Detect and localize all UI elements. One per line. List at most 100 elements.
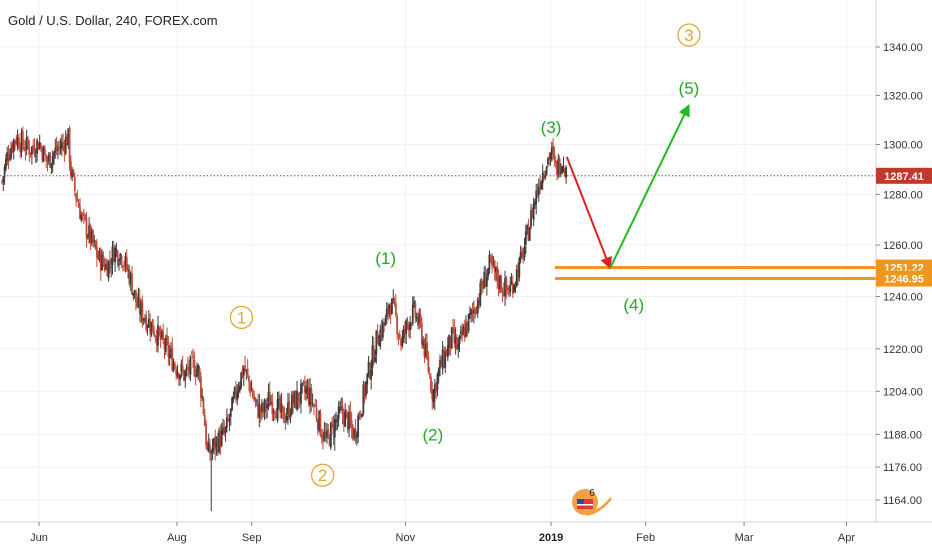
idea-badge[interactable]: 6 [572, 488, 612, 516]
candle-body [315, 408, 318, 420]
candle-body [97, 255, 100, 260]
candle-body [138, 297, 141, 315]
candle-body [215, 438, 218, 448]
candle-body [8, 157, 11, 160]
green-projection-arrow [609, 104, 690, 269]
candle-body [23, 146, 25, 151]
candle-body [414, 302, 417, 318]
candle-body [237, 389, 240, 393]
candle-body [66, 136, 68, 146]
candle-body [53, 152, 55, 157]
candle-body [250, 390, 253, 392]
y-tick-label: 1204.00 [883, 386, 923, 398]
candle-body [339, 408, 341, 410]
candle-body [162, 332, 165, 341]
candle-body [102, 256, 105, 264]
candle-body [344, 410, 347, 427]
candle-body [488, 254, 491, 270]
candle-body [487, 268, 490, 277]
y-tick-label: 1240.00 [883, 292, 923, 304]
candle-body [528, 227, 531, 241]
candle-body [233, 387, 236, 396]
candle-body [484, 274, 487, 287]
x-tick-label: Sep [242, 532, 262, 544]
candle-body [6, 152, 9, 161]
candle-body [384, 317, 387, 326]
candle-body [493, 260, 496, 272]
candle-body [380, 327, 383, 337]
candle-body [160, 331, 163, 338]
candle-body [94, 241, 97, 249]
candle-body [354, 428, 357, 440]
candle-body [54, 147, 57, 153]
candle-body [202, 397, 205, 414]
candle-body [355, 434, 358, 438]
candle-body [544, 175, 547, 178]
candle-body [289, 414, 292, 418]
candle-body [2, 176, 5, 183]
candle-body [467, 314, 470, 331]
candle-body [508, 292, 510, 295]
candle-body [540, 181, 543, 190]
candle-body [72, 169, 75, 176]
candle-body [227, 418, 230, 421]
candle-body [406, 320, 409, 324]
candle-body [398, 334, 401, 338]
candle-body [554, 160, 557, 164]
candle-body [294, 390, 297, 409]
candle-body [157, 325, 159, 346]
candle-body [45, 154, 48, 161]
candle-body [218, 430, 220, 453]
candle-body [491, 256, 493, 266]
candle-body [547, 158, 549, 165]
y-tick-label: 1340.00 [883, 42, 923, 54]
candle-body [77, 202, 80, 208]
candle-body [164, 338, 167, 352]
x-tick-label: Feb [636, 532, 655, 544]
candle-body [458, 335, 461, 345]
candle-body [526, 225, 529, 231]
candle-body [385, 308, 388, 317]
candle-body [469, 312, 471, 315]
candle-body [271, 401, 274, 415]
candle-body [196, 369, 198, 377]
candle-body [142, 318, 145, 321]
candle-body [254, 397, 257, 401]
candle-body [42, 147, 45, 162]
candle-body [297, 392, 300, 403]
candle-body [422, 341, 425, 346]
candle-body [277, 399, 280, 401]
candle-body [404, 329, 406, 333]
candle-body [541, 172, 544, 184]
candle-body [405, 320, 408, 334]
candle-body [501, 291, 504, 293]
candle-body [563, 168, 566, 176]
candle-body [522, 250, 525, 260]
candle-body [111, 246, 114, 266]
candle-body [388, 304, 391, 314]
candle-body [337, 406, 340, 420]
candle-body [316, 419, 319, 430]
candle-body [67, 128, 70, 146]
candle-body [43, 149, 46, 155]
candle-body [509, 284, 512, 293]
candle-body [411, 304, 414, 324]
candle-body [251, 390, 254, 398]
candle-body [517, 270, 519, 279]
candle-body [47, 154, 50, 162]
candle-body [121, 265, 124, 268]
candle-body [75, 193, 77, 200]
red-projection-arrow [565, 156, 612, 270]
candle-body [192, 355, 194, 359]
candle-body [536, 190, 539, 194]
candle-body [159, 331, 162, 340]
candle-body [298, 400, 301, 402]
price-tag [876, 270, 932, 287]
candle-body [396, 316, 399, 335]
candle-body [240, 372, 243, 388]
y-tick-label: 1188.00 [883, 429, 922, 441]
candle-body [60, 141, 63, 149]
